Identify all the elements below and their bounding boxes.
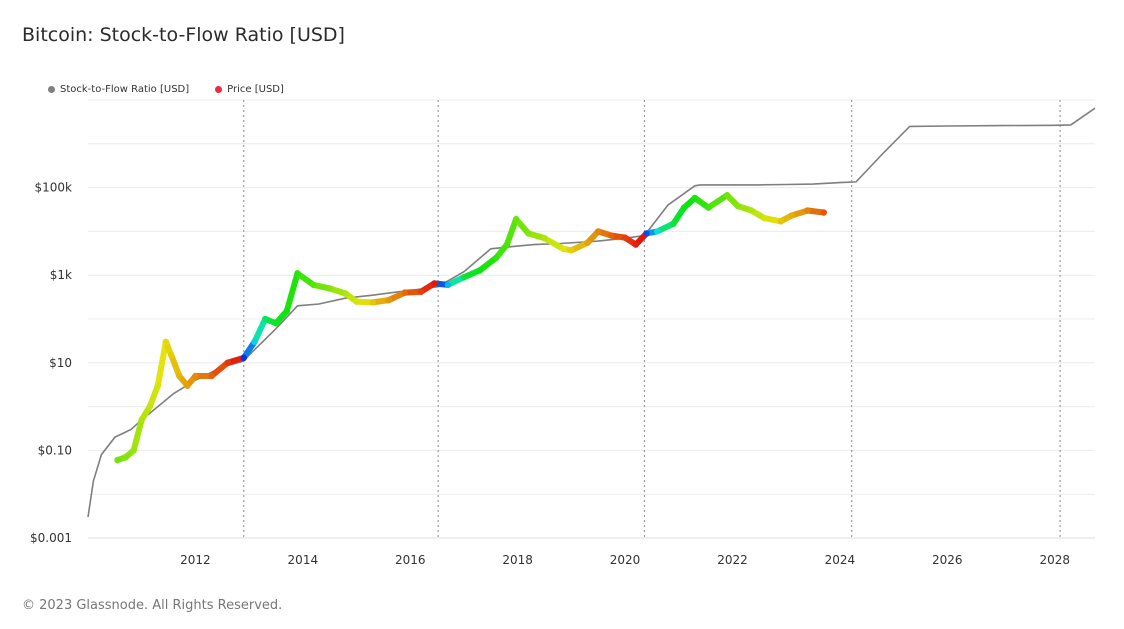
price-point xyxy=(283,308,290,315)
price-segment xyxy=(251,316,269,345)
x-tick-label: 2020 xyxy=(610,553,641,567)
price-point xyxy=(621,234,629,241)
price-point xyxy=(608,232,615,239)
price-point xyxy=(512,215,520,223)
price-point xyxy=(310,281,317,289)
price-point xyxy=(492,254,500,261)
price-point xyxy=(748,207,755,214)
x-tick-label: 2024 xyxy=(825,553,856,567)
price-segment xyxy=(208,359,231,379)
price-point xyxy=(541,234,548,242)
price-point xyxy=(138,416,145,423)
y-tick-label: $0.001 xyxy=(30,531,72,545)
price-point xyxy=(294,270,301,277)
price-point xyxy=(208,372,215,380)
price-point xyxy=(804,207,811,214)
price-point xyxy=(353,298,360,305)
price-point xyxy=(385,296,392,304)
price-point xyxy=(114,456,121,464)
price-point xyxy=(595,228,602,235)
price-point xyxy=(162,338,170,346)
price-segment xyxy=(477,254,500,274)
price-segment xyxy=(705,192,731,211)
price-point xyxy=(568,247,575,254)
copyright-footer: © 2023 Glassnode. All Rights Reserved. xyxy=(22,598,283,613)
price-point xyxy=(251,338,258,346)
price-segment xyxy=(168,352,183,379)
price-point xyxy=(643,230,650,237)
legend-s2f-marker xyxy=(48,86,55,93)
price-point xyxy=(632,241,640,248)
price-segment xyxy=(283,270,301,315)
x-tick-label: 2012 xyxy=(180,553,211,567)
price-point xyxy=(168,351,175,359)
price-point xyxy=(192,372,199,380)
price-point xyxy=(670,220,677,227)
y-tick-label: $100k xyxy=(35,181,73,195)
price-segment xyxy=(541,235,567,252)
price-point xyxy=(691,194,699,202)
s2f-model-line xyxy=(87,107,1096,518)
price-point xyxy=(761,215,768,222)
price-point xyxy=(184,382,191,389)
price-point xyxy=(272,320,280,327)
x-tick-label: 2018 xyxy=(502,553,533,567)
price-point xyxy=(224,359,231,366)
price-point xyxy=(734,202,742,210)
price-point xyxy=(154,382,162,389)
price-point xyxy=(680,204,688,211)
price-point xyxy=(342,290,349,297)
price-point xyxy=(122,453,129,461)
legend-item-s2f[interactable]: Stock-to-Flow Ratio [USD] xyxy=(48,84,189,95)
price-segment xyxy=(146,382,161,410)
price-point xyxy=(240,354,247,362)
price-point xyxy=(788,212,795,219)
price-segment xyxy=(503,216,520,248)
price-point xyxy=(560,245,567,253)
legend-s2f-label: Stock-to-Flow Ratio [USD] xyxy=(60,84,190,95)
price-point xyxy=(777,218,785,225)
price-point xyxy=(401,289,409,296)
legend: Stock-to-Flow Ratio [USD] Price [USD] xyxy=(48,84,284,95)
y-tick-label: $10 xyxy=(49,356,72,370)
price-point xyxy=(820,209,827,216)
price-point xyxy=(176,372,183,380)
x-tick-label: 2016 xyxy=(395,553,426,567)
price-point xyxy=(654,228,661,235)
price-point xyxy=(584,239,591,246)
x-tick-label: 2014 xyxy=(288,553,319,567)
price-segment xyxy=(130,416,145,454)
y-tick-label: $1k xyxy=(50,268,72,282)
price-point xyxy=(444,281,452,289)
price-point xyxy=(431,280,438,287)
legend-price-marker xyxy=(215,86,223,93)
price-segment xyxy=(294,270,317,288)
price-point xyxy=(262,315,269,323)
legend-price-label: Price [USD] xyxy=(227,84,284,95)
price-point xyxy=(130,447,137,454)
x-tick-label: 2026 xyxy=(932,553,963,567)
price-point xyxy=(525,230,532,237)
y-tick-label: $0.10 xyxy=(38,443,72,457)
price-segment xyxy=(154,338,169,389)
price-point xyxy=(146,403,153,410)
chart-title: Bitcoin: Stock-to-Flow Ratio [USD] xyxy=(22,24,345,46)
price-point xyxy=(723,192,731,199)
price-point xyxy=(503,241,511,248)
price-point xyxy=(460,274,468,281)
x-tick-label: 2028 xyxy=(1039,553,1070,567)
price-point xyxy=(417,288,425,295)
x-tick-label: 2022 xyxy=(717,553,748,567)
price-segment xyxy=(670,204,688,227)
price-point xyxy=(476,267,484,274)
legend-item-price[interactable]: Price [USD] xyxy=(215,84,284,95)
price-point xyxy=(705,204,712,211)
price-point xyxy=(326,285,333,292)
price-point xyxy=(369,299,376,306)
